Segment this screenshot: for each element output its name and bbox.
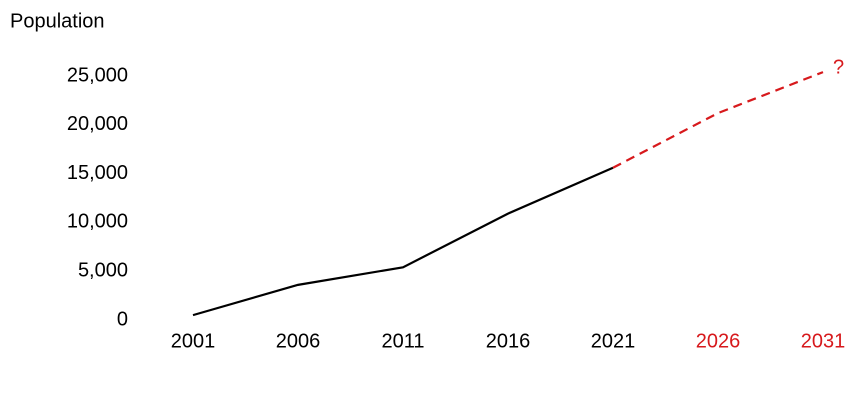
x-tick-label: 2026 <box>696 330 741 352</box>
series-line <box>192 166 614 317</box>
y-tick-label: 0 <box>117 308 128 330</box>
y-tick-label: 10,000 <box>67 211 128 233</box>
y-tick-label: 25,000 <box>67 64 128 86</box>
x-tick-label: 2021 <box>591 330 636 352</box>
y-tick-label: 5,000 <box>78 259 128 281</box>
x-tick-label: 2031 <box>801 330 846 352</box>
y-tick-label: 15,000 <box>67 162 128 184</box>
series-line <box>612 71 824 169</box>
x-tick-label: 2016 <box>486 330 531 352</box>
x-tick-label: 2011 <box>381 330 424 352</box>
y-tick-label: 20,000 <box>67 113 128 135</box>
annotation: ? <box>833 56 844 78</box>
x-tick-label: 2006 <box>276 330 321 352</box>
x-tick-label: 2001 <box>171 330 216 352</box>
y-axis-label: Population <box>10 10 105 32</box>
